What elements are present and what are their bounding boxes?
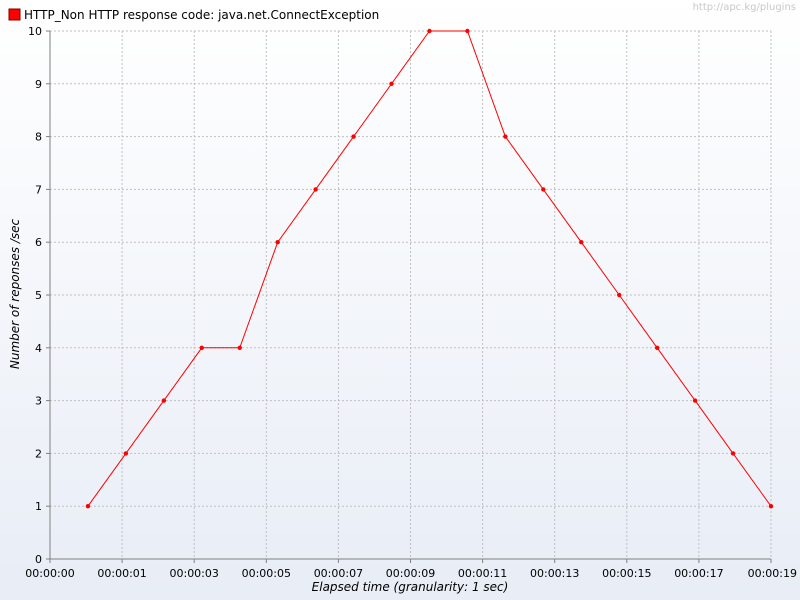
- x-axis-title: Elapsed time (granularity: 1 sec): [312, 580, 509, 594]
- y-tick-label: 9: [35, 78, 42, 91]
- y-tick-label: 3: [35, 395, 42, 408]
- y-tick-label: 4: [35, 342, 42, 355]
- data-point: [692, 398, 698, 403]
- y-tick-label: 7: [35, 183, 42, 196]
- data-point: [351, 134, 356, 139]
- data-point: [503, 134, 508, 139]
- x-tick-label: 00:00:07: [314, 567, 363, 580]
- y-tick-label: 0: [35, 553, 42, 566]
- x-tick-label: 00:00:00: [25, 567, 74, 580]
- data-point: [579, 240, 584, 245]
- y-axis-title: Number of reponses /sec: [8, 218, 22, 369]
- x-tick-label: 00:00:15: [602, 567, 651, 580]
- data-point: [730, 451, 736, 456]
- y-tick-label: 2: [35, 447, 42, 460]
- data-point: [199, 345, 204, 350]
- data-point: [85, 504, 91, 509]
- data-point: [617, 292, 622, 298]
- x-tick-label: 00:00:03: [169, 567, 218, 580]
- data-point: [427, 28, 432, 34]
- y-tick-label: 6: [35, 236, 42, 249]
- data-point: [313, 187, 318, 192]
- x-tick-label: 00:00:13: [530, 567, 579, 580]
- x-tick-label: 00:00:01: [97, 567, 146, 580]
- axis-layer: 0 1 2 3 4 5 6 7 8 9 10 00:00:00 00:00:01 00:00:03 00:0…: [25, 25, 797, 580]
- x-tick-label: 00:00:05: [242, 567, 291, 580]
- y-tick-label: 5: [35, 289, 42, 302]
- data-point: [541, 187, 546, 192]
- data-point: [161, 398, 167, 403]
- data-point: [389, 81, 394, 87]
- y-tick-label: 8: [35, 131, 42, 144]
- x-tick-label: 00:00:09: [386, 567, 435, 580]
- data-point: [275, 240, 280, 245]
- legend-label: HTTP_Non HTTP response code: java.net.Co…: [24, 8, 379, 22]
- watermark-text: http://apc.kg/plugins: [693, 2, 796, 13]
- x-tick-label: 00:00:19: [748, 567, 797, 580]
- grid-layer: [50, 30, 772, 559]
- data-point: [465, 28, 470, 34]
- data-point: [768, 504, 774, 509]
- data-point: [654, 345, 660, 350]
- x-tick-label: 00:00:17: [674, 567, 723, 580]
- y-tick-label: 1: [35, 500, 42, 513]
- series-layer: [85, 28, 774, 509]
- y-tick-label: 10: [28, 25, 42, 38]
- x-tick-label: 00:00:11: [458, 567, 507, 580]
- data-point: [237, 345, 242, 350]
- data-point: [123, 451, 129, 456]
- legend-swatch: [8, 8, 21, 21]
